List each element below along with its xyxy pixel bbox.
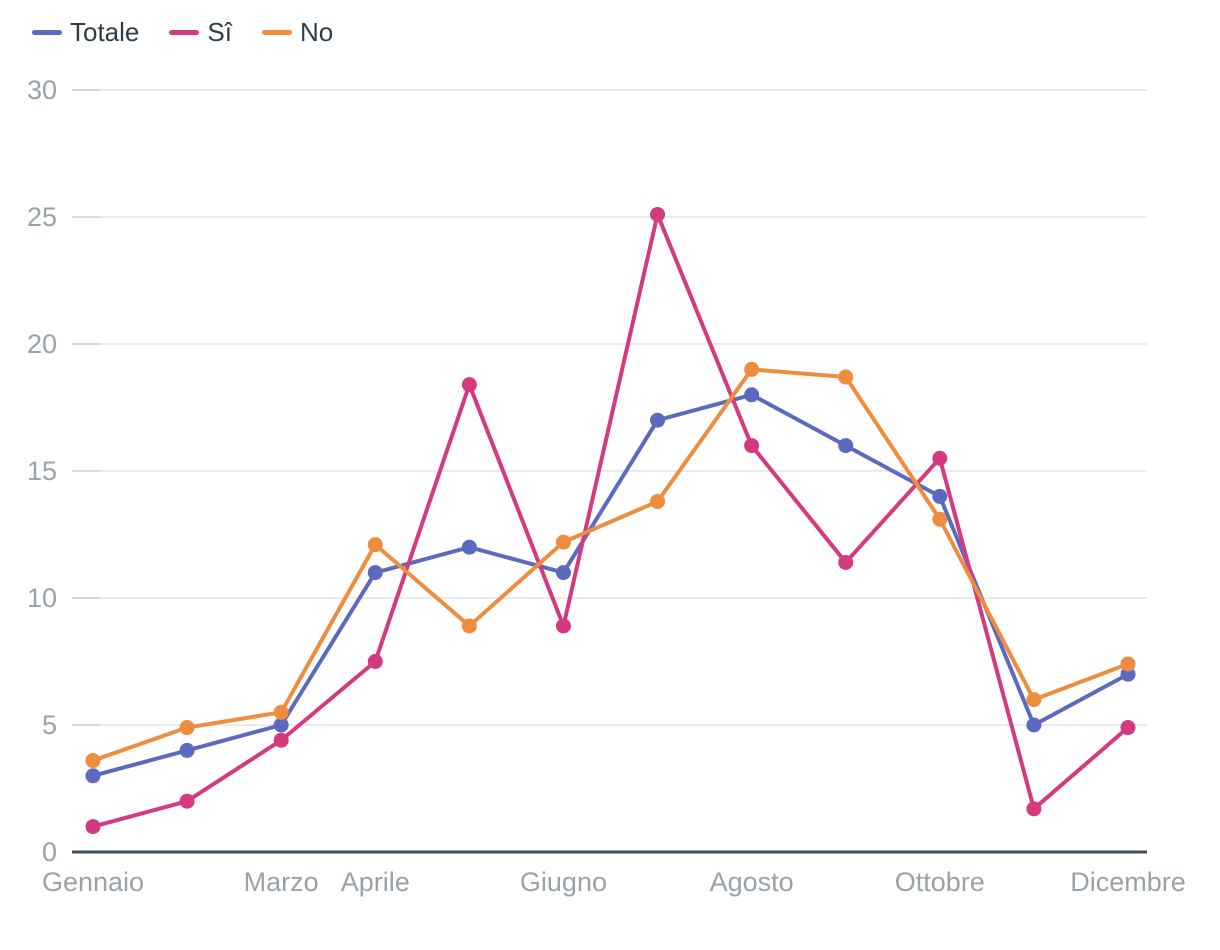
data-point-sî-novembre[interactable]: [1026, 801, 1042, 817]
legend-label-si: Sî: [207, 17, 232, 47]
data-point-totale-aprile[interactable]: [367, 565, 383, 581]
data-point-totale-maggio[interactable]: [461, 539, 477, 555]
legend-item-no[interactable]: No: [261, 14, 334, 50]
series-line-sî: [91, 212, 1130, 829]
data-point-no-luglio[interactable]: [650, 493, 666, 509]
legend-item-si[interactable]: Sî: [169, 14, 232, 50]
series-line-no: [91, 367, 1130, 763]
legend-label-no: No: [299, 17, 334, 47]
data-point-totale-novembre[interactable]: [1026, 717, 1042, 733]
data-point-sî-maggio[interactable]: [461, 377, 477, 393]
y-axis-tick-label: 25: [27, 202, 57, 232]
y-axis-tick-label: 30: [27, 75, 57, 105]
data-point-sî-giugno[interactable]: [555, 618, 571, 634]
data-point-no-febbraio[interactable]: [179, 720, 195, 736]
x-axis-tick-label: Aprile: [341, 867, 410, 897]
chart-legend: Totale Sî No: [32, 14, 333, 50]
data-point-no-novembre[interactable]: [1026, 692, 1042, 708]
y-axis-tick-label: 20: [27, 329, 57, 359]
data-point-sî-aprile[interactable]: [367, 654, 383, 669]
y-axis-tick-label: 15: [27, 456, 57, 486]
data-point-no-settembre[interactable]: [838, 369, 854, 385]
data-point-totale-giugno[interactable]: [555, 565, 571, 581]
data-point-no-agosto[interactable]: [744, 361, 760, 377]
data-point-no-aprile[interactable]: [367, 537, 383, 553]
legend-swatch-si: [169, 29, 200, 35]
legend-label-totale: Totale: [70, 17, 140, 47]
data-point-no-ottobre[interactable]: [932, 511, 948, 527]
data-point-totale-agosto[interactable]: [744, 387, 760, 403]
data-point-no-giugno[interactable]: [555, 534, 571, 550]
legend-swatch-no: [261, 29, 292, 35]
data-point-totale-febbraio[interactable]: [179, 742, 195, 758]
data-point-sî-febbraio[interactable]: [179, 793, 195, 809]
y-axis-tick-label: 10: [27, 583, 57, 613]
x-axis-tick-label: Marzo: [244, 867, 319, 897]
x-axis-tick-label: Giugno: [520, 867, 607, 897]
data-point-sî-marzo[interactable]: [273, 732, 289, 748]
x-axis-tick-label: Gennaio: [42, 867, 144, 897]
legend-item-totale[interactable]: Totale: [32, 14, 139, 50]
data-point-totale-settembre[interactable]: [838, 438, 854, 454]
data-point-sî-settembre[interactable]: [838, 554, 854, 570]
data-point-no-marzo[interactable]: [273, 704, 289, 720]
data-point-totale-marzo[interactable]: [273, 717, 289, 733]
series-line-totale: [91, 392, 1130, 778]
data-point-sî-agosto[interactable]: [744, 438, 760, 454]
x-axis-tick-label: Dicembre: [1070, 867, 1186, 897]
legend-swatch-totale: [32, 29, 62, 35]
x-axis-tick-label: Agosto: [710, 867, 794, 897]
x-axis-tick-label: Ottobre: [895, 867, 985, 897]
data-point-sî-ottobre[interactable]: [932, 450, 948, 466]
y-axis-tick-label: 5: [42, 710, 57, 740]
data-point-sî-dicembre[interactable]: [1120, 720, 1136, 736]
data-point-no-dicembre[interactable]: [1120, 656, 1136, 672]
data-point-no-maggio[interactable]: [461, 618, 477, 634]
data-point-totale-luglio[interactable]: [650, 412, 666, 428]
data-point-totale-ottobre[interactable]: [932, 488, 948, 504]
data-point-sî-gennaio[interactable]: [85, 819, 101, 835]
y-axis-tick-label: 0: [42, 837, 57, 867]
data-point-no-gennaio[interactable]: [85, 753, 101, 769]
data-point-sî-luglio[interactable]: [650, 206, 666, 222]
data-point-totale-gennaio[interactable]: [85, 768, 101, 784]
